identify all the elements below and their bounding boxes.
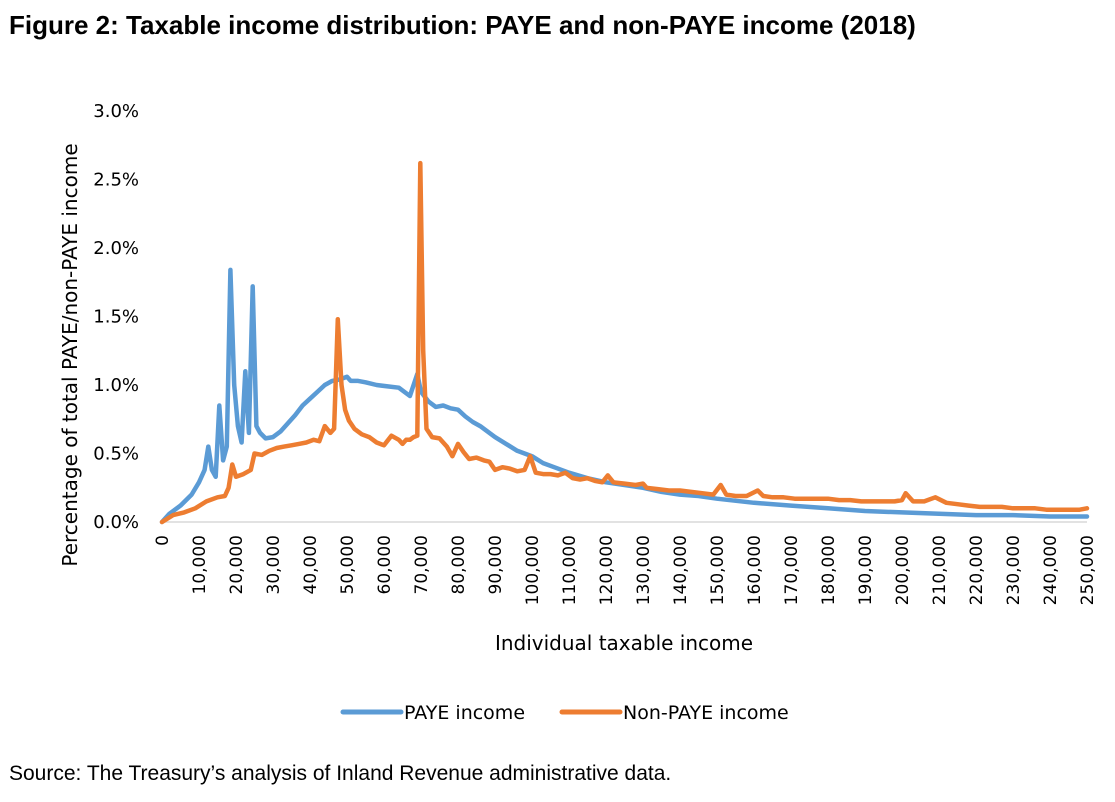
legend: PAYE income Non-PAYE income: [340, 702, 789, 724]
legend-label-paye: PAYE income: [404, 702, 525, 724]
x-tick-label: 120,000: [597, 535, 617, 605]
x-tick-label: 40,000: [301, 535, 321, 594]
x-tick-label: 230,000: [1004, 535, 1024, 605]
x-tick-label: 160,000: [745, 535, 765, 605]
y-tick-label: 0.0%: [93, 512, 139, 533]
x-tick-label: 20,000: [227, 535, 247, 594]
x-tick-label: 150,000: [708, 535, 728, 605]
x-tick-label: 190,000: [856, 535, 876, 605]
y-tick-label: 3.0%: [93, 101, 139, 122]
x-tick-label: 130,000: [634, 535, 654, 605]
y-tick-label: 1.5%: [93, 307, 139, 328]
x-tick-label: 30,000: [264, 535, 284, 594]
x-tick-label: 140,000: [671, 535, 691, 605]
x-tick-label: 70,000: [412, 535, 432, 594]
x-tick-label: 80,000: [449, 535, 469, 594]
x-tick-label: 210,000: [930, 535, 950, 605]
y-tick-label: 1.0%: [93, 375, 139, 396]
figure-title: Figure 2: Taxable income distribution: P…: [9, 10, 916, 40]
x-tick-label: 180,000: [819, 535, 839, 605]
x-tick-label: 50,000: [338, 535, 358, 594]
line-chart: 0.0% 0.5% 1.0% 1.5% 2.0% 2.5% 3.0% 0 10,000 20,00…: [58, 101, 1098, 724]
x-tick-label: 0: [153, 535, 173, 546]
non-paye-income-line: [159, 160, 1090, 525]
x-tick-label: 220,000: [967, 535, 987, 605]
x-tick-label: 200,000: [893, 535, 913, 605]
x-tick-label: 10,000: [190, 535, 210, 594]
x-tick-label: 110,000: [560, 535, 580, 605]
x-tick-label: 90,000: [486, 535, 506, 594]
x-tick-label: 100,000: [523, 535, 543, 605]
x-tick-label: 170,000: [782, 535, 802, 605]
x-tick-label: 250,000: [1078, 535, 1098, 605]
y-tick-label: 2.0%: [93, 238, 139, 259]
x-axis-label: Individual taxable income: [495, 631, 753, 655]
plot-area: 0.0% 0.5% 1.0% 1.5% 2.0% 2.5% 3.0% 0 10,000 20,00…: [93, 101, 1098, 605]
y-tick-label: 0.5%: [93, 444, 139, 465]
y-tick-label: 2.5%: [93, 170, 139, 191]
paye-income-line: [159, 267, 1090, 525]
legend-label-non-paye: Non-PAYE income: [623, 702, 789, 724]
x-tick-label: 60,000: [375, 535, 395, 594]
x-tick-label: 240,000: [1041, 535, 1061, 605]
source-note: Source: The Treasury’s analysis of Inlan…: [9, 762, 672, 785]
y-axis-label: Percentage of total PAYE/non-PAYE income: [58, 143, 82, 566]
